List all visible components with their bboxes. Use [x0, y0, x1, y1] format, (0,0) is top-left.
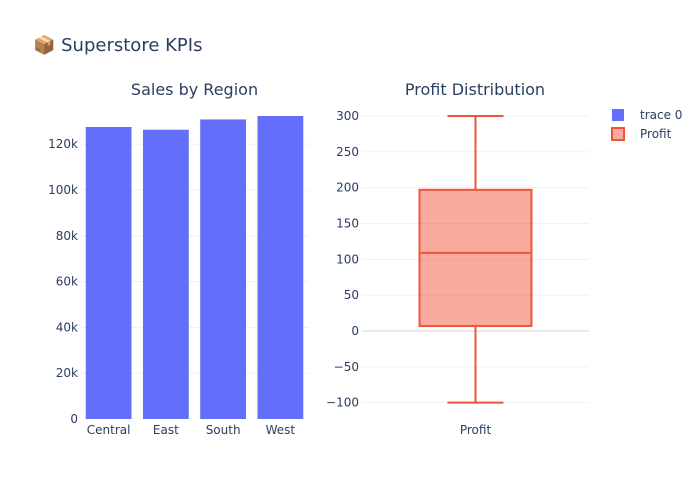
bar-y-tick-label: 120k — [48, 137, 78, 151]
bar-south — [200, 119, 247, 420]
bar-central — [85, 126, 132, 419]
box-y-tick-label: 300 — [336, 109, 359, 123]
legend-swatch — [611, 127, 625, 141]
legend-swatch — [612, 109, 624, 121]
chart-title: 📦 Superstore KPIs — [33, 34, 202, 56]
box-plot — [418, 115, 533, 404]
box-chart-y-ticks: −100 −50 0 50 100 150 200 250 300 — [326, 109, 359, 410]
bar-y-tick-label: 60k — [56, 275, 78, 289]
bar-x-tick-label: Central — [87, 423, 131, 437]
box-y-tick-label: 0 — [351, 324, 359, 338]
box-y-tick-label: 100 — [336, 252, 359, 266]
box-chart-x-ticks: Profit — [460, 423, 492, 437]
legend-item-trace-0[interactable]: trace 0 — [612, 108, 682, 122]
bar-y-tick-label: 0 — [70, 412, 78, 426]
box-chart-profit-distribution: Profit Distribution −100 −50 0 50 100 150 200 2… — [326, 80, 589, 437]
bar-chart-title: Sales by Region — [131, 80, 258, 99]
bar-y-tick-label: 100k — [48, 183, 78, 197]
bar-y-tick-label: 80k — [56, 229, 78, 243]
box-chart-title: Profit Distribution — [405, 80, 545, 99]
bar-x-tick-label: West — [266, 423, 296, 437]
bar-west — [257, 116, 304, 419]
legend-item-profit[interactable]: Profit — [611, 127, 672, 141]
legend: trace 0 Profit — [611, 108, 682, 141]
bar-x-tick-label: South — [206, 423, 241, 437]
box-y-tick-label: 150 — [336, 217, 359, 231]
bar-east — [142, 129, 189, 419]
box-iqr — [418, 188, 533, 327]
bar-chart-bars — [85, 116, 304, 420]
box-y-tick-label: −100 — [326, 396, 359, 410]
box-x-tick-label: Profit — [460, 423, 492, 437]
box-y-tick-label: 250 — [336, 145, 359, 159]
bar-chart-y-ticks: 0 20k 40k 60k 80k 100k 120k — [48, 137, 78, 426]
legend-label: trace 0 — [640, 108, 682, 122]
bar-y-tick-label: 20k — [56, 366, 78, 380]
box-y-tick-label: 200 — [336, 181, 359, 195]
bar-y-tick-label: 40k — [56, 320, 78, 334]
bar-chart-x-ticks: Central East South West — [87, 423, 296, 437]
box-y-tick-label: 50 — [344, 288, 359, 302]
box-y-tick-label: −50 — [334, 360, 359, 374]
legend-label: Profit — [640, 127, 672, 141]
bar-x-tick-label: East — [153, 423, 179, 437]
bar-chart-sales-by-region: Sales by Region 0 20k 40k 60k 80k 100k 120k Ce… — [48, 80, 309, 437]
